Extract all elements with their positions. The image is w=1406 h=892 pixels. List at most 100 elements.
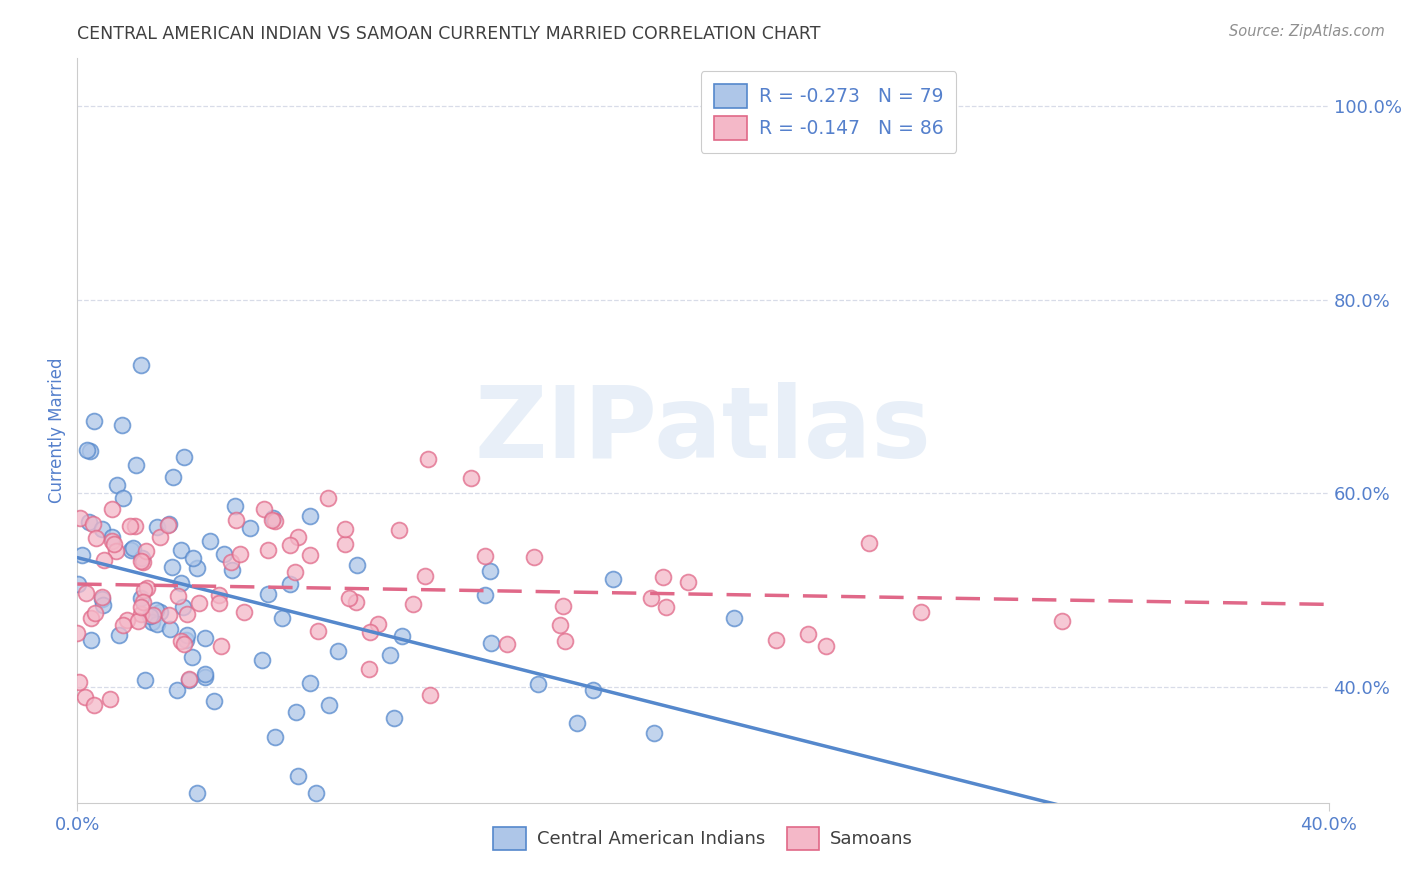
Point: [129, 553, 152, 567]
Point: [149, 605, 172, 619]
Point: [474, 588, 496, 602]
Point: [120, 543, 142, 558]
Point: [67, 675, 90, 690]
Point: [212, 547, 235, 561]
Point: [239, 521, 262, 535]
Point: [115, 613, 138, 627]
Point: [70, 548, 93, 562]
Point: [176, 607, 198, 621]
Point: [765, 632, 787, 647]
Point: [180, 649, 202, 664]
Point: [101, 534, 124, 549]
Point: [146, 520, 169, 534]
Point: [112, 491, 135, 506]
Point: [100, 530, 122, 544]
Point: [278, 538, 301, 552]
Point: [582, 682, 605, 697]
Point: [391, 629, 413, 643]
Point: [278, 576, 301, 591]
Point: [111, 418, 134, 433]
Point: [797, 627, 820, 641]
Point: [858, 536, 880, 550]
Point: [287, 530, 309, 544]
Point: [103, 537, 125, 551]
Point: [337, 591, 360, 605]
Point: [127, 615, 149, 629]
Point: [122, 541, 145, 556]
Point: [132, 555, 155, 569]
Point: [284, 565, 307, 579]
Point: [527, 677, 550, 691]
Point: [145, 602, 167, 616]
Point: [602, 572, 624, 586]
Point: [209, 640, 232, 654]
Point: [654, 600, 676, 615]
Point: [176, 628, 198, 642]
Point: [815, 640, 838, 654]
Point: [66, 577, 89, 591]
Point: [173, 637, 195, 651]
Point: [221, 563, 243, 577]
Point: [125, 458, 148, 473]
Point: [723, 611, 745, 625]
Point: [652, 570, 675, 584]
Point: [554, 634, 576, 648]
Point: [160, 560, 183, 574]
Point: [69, 511, 91, 525]
Point: [166, 589, 188, 603]
Point: [194, 666, 217, 681]
Point: [359, 625, 381, 640]
Point: [305, 786, 328, 800]
Point: [82, 517, 104, 532]
Point: [194, 670, 217, 684]
Point: [166, 682, 188, 697]
Point: [200, 533, 222, 548]
Point: [643, 726, 665, 740]
Point: [474, 549, 496, 563]
Point: [253, 502, 276, 516]
Point: [129, 607, 152, 621]
Point: [93, 552, 115, 566]
Point: [550, 618, 572, 632]
Point: [170, 576, 193, 591]
Point: [90, 522, 112, 536]
Point: [83, 414, 105, 428]
Point: [287, 768, 309, 782]
Point: [134, 673, 156, 688]
Point: [640, 591, 662, 606]
Point: [271, 611, 294, 625]
Point: [256, 587, 278, 601]
Point: [419, 688, 441, 702]
Point: [79, 443, 101, 458]
Point: [76, 443, 98, 458]
Point: [146, 617, 169, 632]
Point: [104, 544, 127, 558]
Point: [367, 617, 389, 632]
Point: [105, 477, 128, 491]
Point: [333, 522, 356, 536]
Point: [142, 608, 165, 623]
Point: [299, 548, 322, 562]
Point: [80, 632, 103, 647]
Point: [496, 637, 519, 651]
Point: [172, 600, 194, 615]
Point: [186, 561, 208, 575]
Point: [676, 574, 699, 589]
Point: [359, 663, 381, 677]
Point: [260, 513, 283, 527]
Point: [84, 531, 107, 545]
Text: Source: ZipAtlas.com: Source: ZipAtlas.com: [1229, 24, 1385, 39]
Point: [73, 690, 96, 704]
Point: [139, 608, 162, 623]
Point: [90, 590, 112, 604]
Point: [131, 551, 153, 566]
Point: [298, 676, 321, 690]
Point: [318, 698, 340, 712]
Text: ZIPatlas: ZIPatlas: [475, 382, 931, 479]
Point: [413, 568, 436, 582]
Point: [157, 517, 180, 532]
Point: [170, 634, 193, 648]
Point: [111, 617, 134, 632]
Point: [186, 786, 208, 800]
Point: [124, 518, 146, 533]
